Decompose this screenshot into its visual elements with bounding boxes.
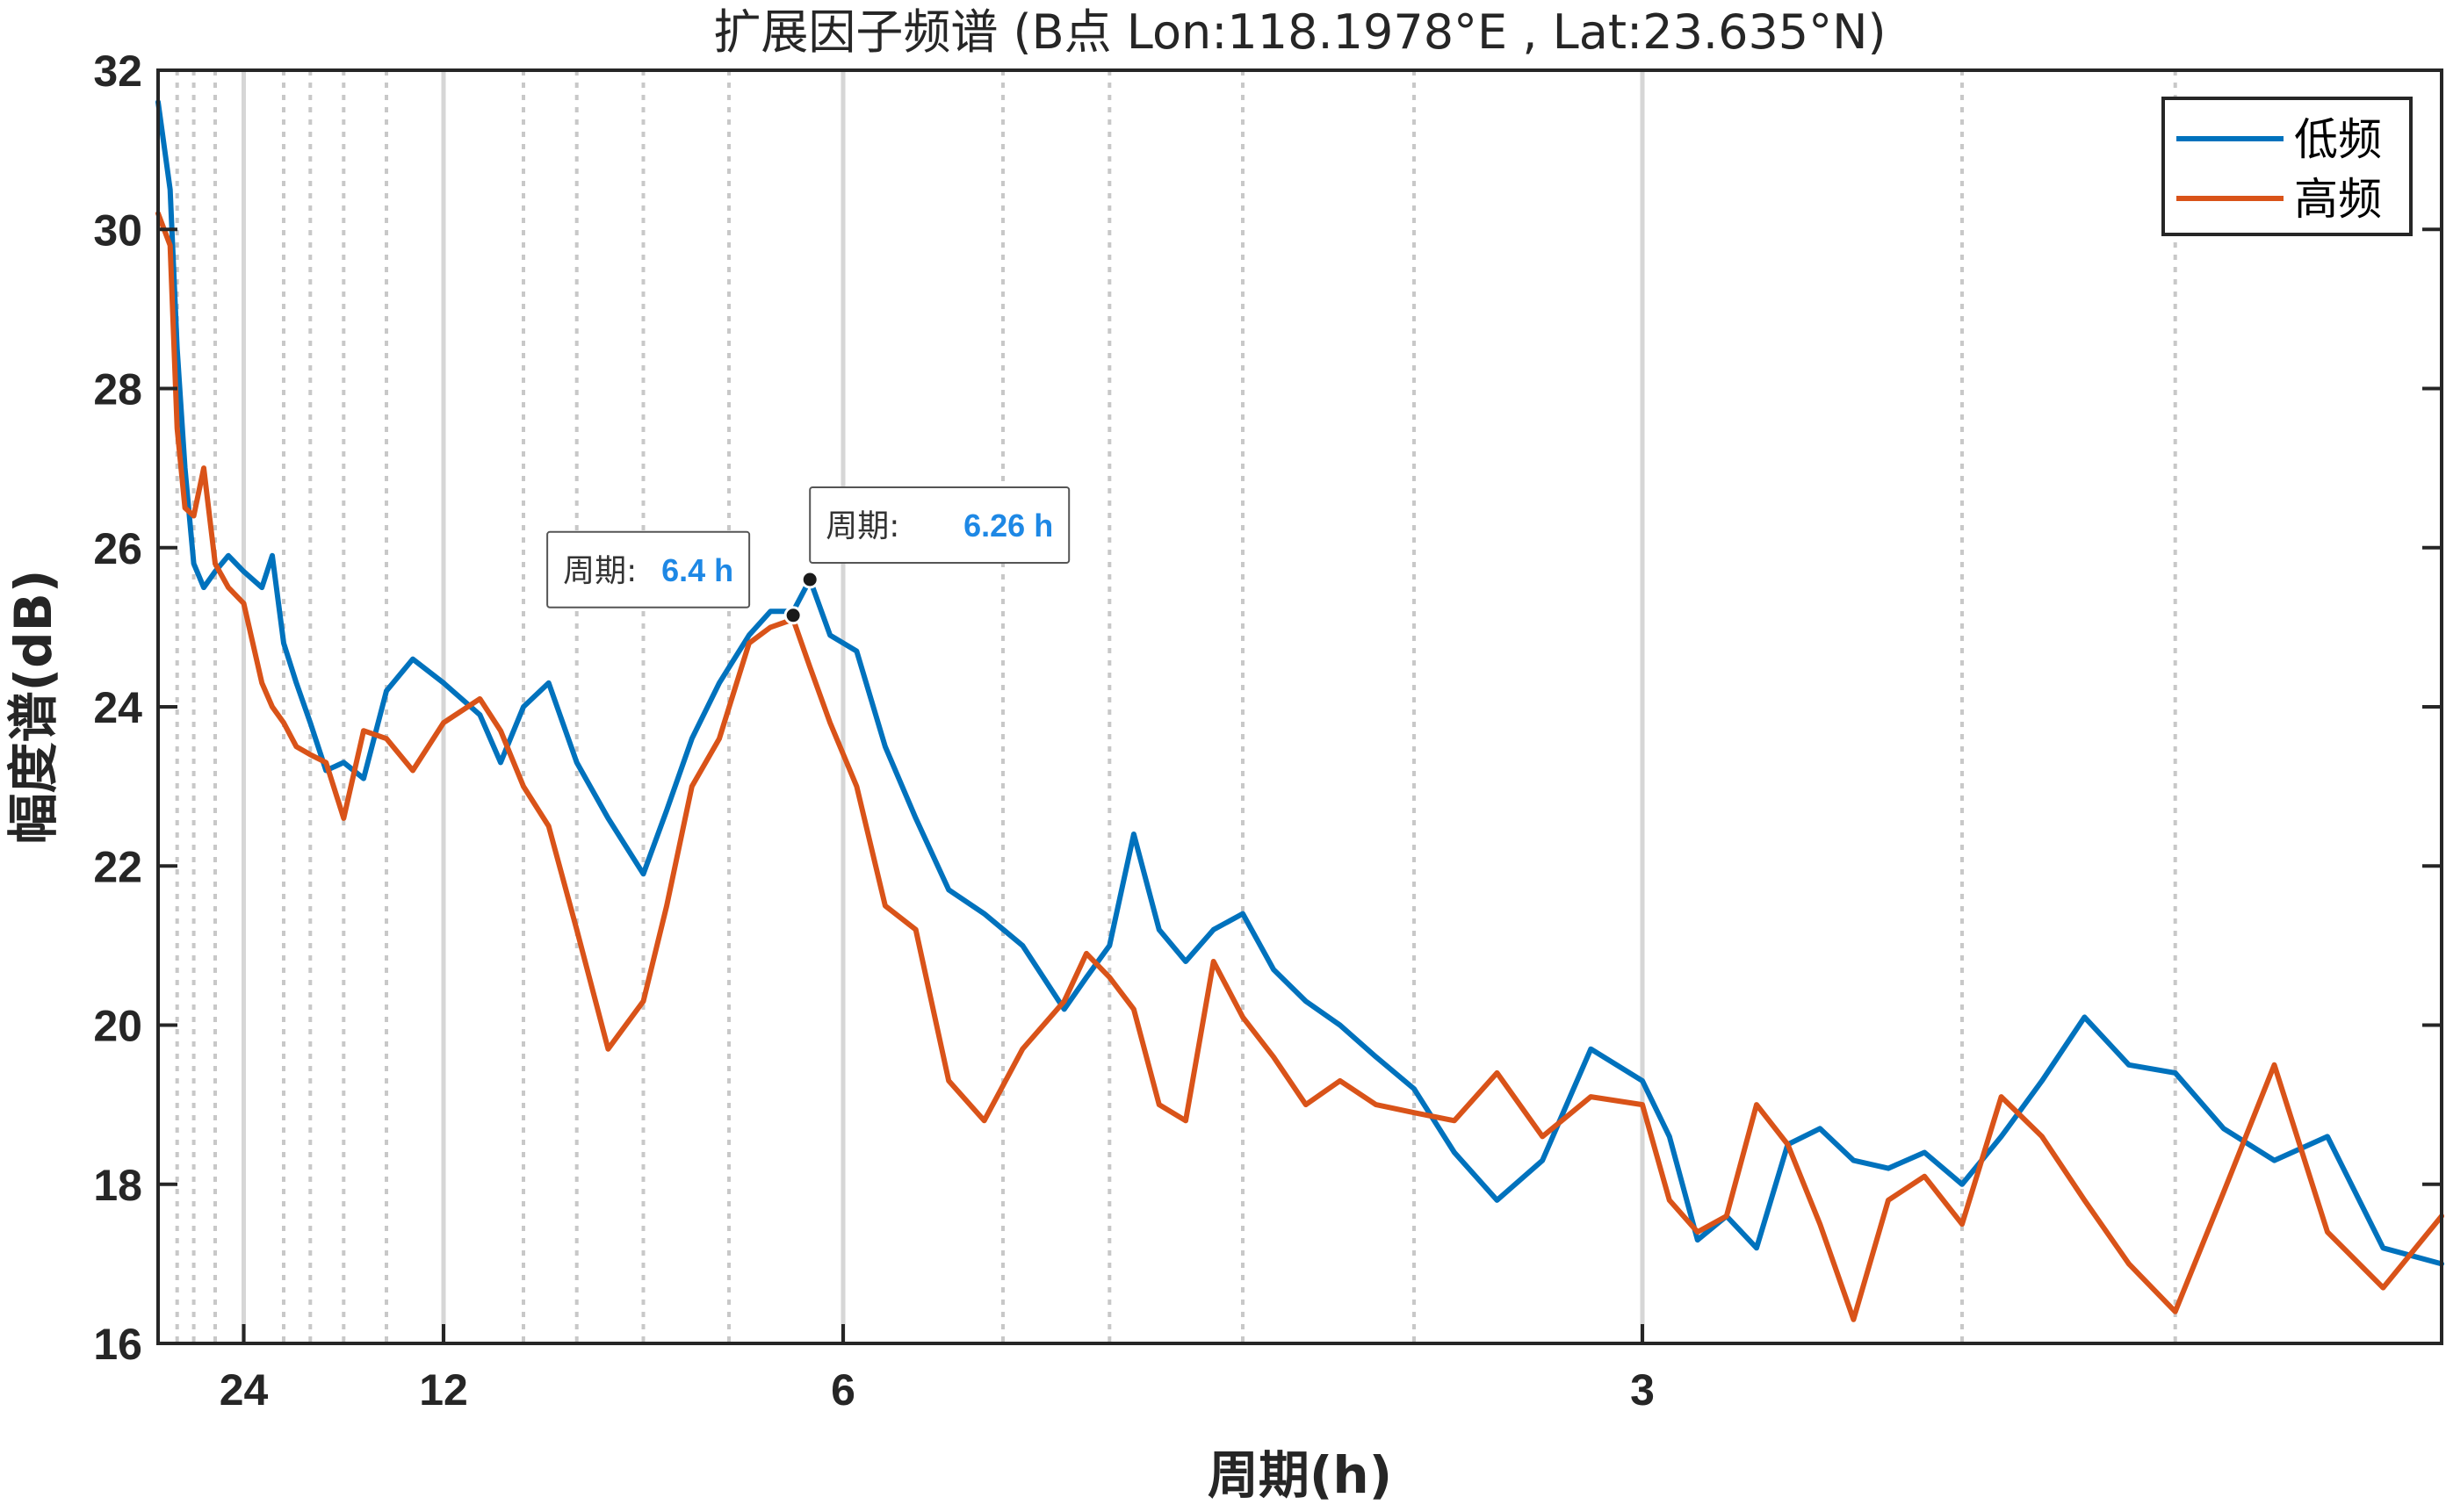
data-tip[interactable]: 周期: 6.26 h: [800, 486, 1071, 589]
y-tick-label: 26: [93, 524, 142, 573]
y-tick-label: 24: [93, 683, 142, 732]
legend-label-high: 高频: [2294, 174, 2382, 225]
data-tip-marker[interactable]: [783, 606, 803, 625]
series-group: [155, 99, 2444, 1322]
legend: 低频 高频: [2161, 97, 2413, 236]
data-tip[interactable]: 周期: 6.4 h: [546, 530, 803, 625]
y-tick-label: 20: [93, 1002, 142, 1051]
x-tick-label: 6: [831, 1365, 855, 1415]
x-axis: 24 12 6 3: [220, 1324, 1655, 1415]
y-tick-label: 16: [93, 1320, 142, 1369]
plot-area: [158, 70, 2442, 1343]
x-tick-label: 24: [220, 1365, 269, 1415]
data-tip-label: 周期:: [826, 508, 899, 544]
series-line-low: [155, 99, 2444, 1267]
series-line-high: [155, 211, 2444, 1322]
x-tick-label: 12: [419, 1365, 468, 1415]
data-tip-marker[interactable]: [800, 570, 819, 589]
legend-label-low: 低频: [2294, 114, 2382, 165]
data-tips: 周期: 6.4 h 周期: 6.26 h: [546, 486, 1071, 625]
y-tick-label: 30: [93, 205, 142, 255]
y-tick-label: 32: [93, 47, 142, 96]
data-tip-box: [809, 486, 1071, 564]
y-axis: 16 18 20 22 24 26 28 30 32: [93, 47, 2442, 1369]
x-axis-title: 周期(h): [1208, 1445, 1392, 1505]
data-tip-value: 6.26 h: [963, 508, 1053, 544]
data-tip-label: 周期:: [563, 553, 637, 589]
y-tick-label: 22: [93, 842, 142, 891]
legend-box: [2161, 97, 2413, 236]
data-tip-value: 6.4 h: [661, 552, 733, 588]
chart-title: 扩展因子频谱 (B点 Lon:118.1978°E , Lat:23.635°N…: [713, 4, 1886, 60]
y-tick-label: 28: [93, 365, 142, 414]
x-tick-label: 3: [1630, 1365, 1655, 1415]
y-axis-title: 幅度谱(dB): [4, 570, 63, 845]
grid: [175, 70, 2177, 1343]
y-tick-label: 18: [93, 1161, 142, 1210]
data-tip-box: [546, 530, 751, 608]
